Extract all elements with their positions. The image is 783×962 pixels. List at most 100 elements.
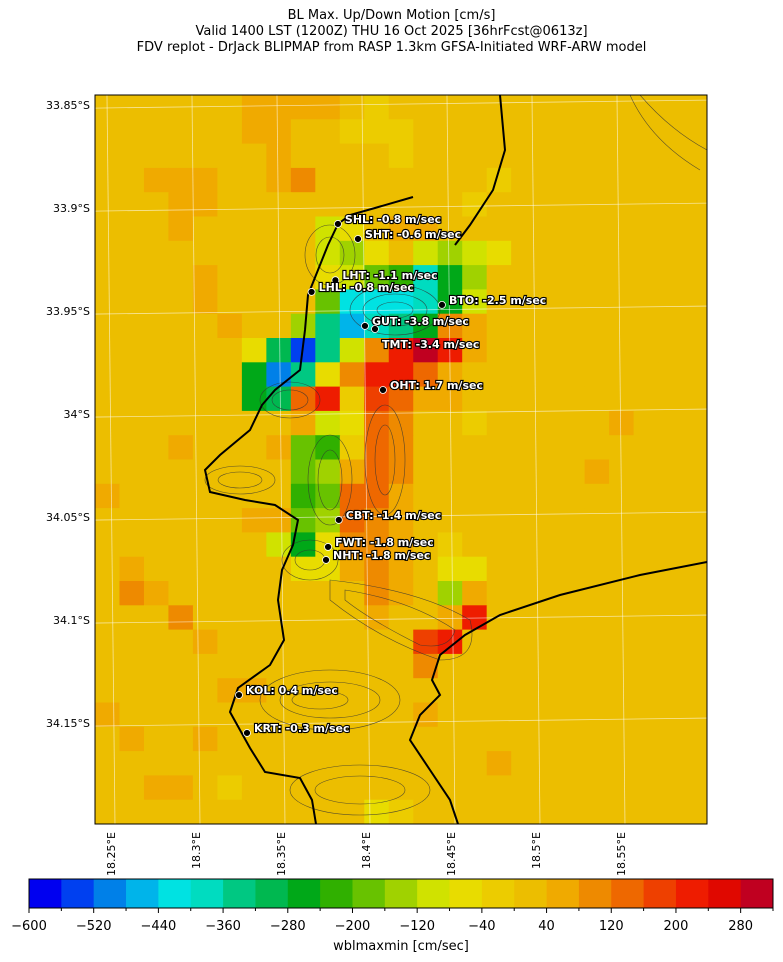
heatmap-cell <box>217 410 243 436</box>
heatmap-cell <box>339 240 365 266</box>
heatmap-cell <box>413 362 439 388</box>
lon-tick-label: 18.55°E <box>615 832 628 876</box>
heatmap-cell <box>584 653 610 679</box>
heatmap-cell <box>95 483 120 509</box>
heatmap-cell <box>413 240 439 266</box>
heatmap-cell <box>682 556 707 582</box>
heatmap-cell <box>462 799 488 824</box>
heatmap-cell <box>192 775 218 801</box>
heatmap-cell <box>511 313 537 339</box>
heatmap-cell <box>290 240 316 266</box>
heatmap-cell <box>168 532 194 558</box>
heatmap-cell <box>658 726 684 752</box>
heatmap-cell <box>609 313 635 339</box>
heatmap-cell <box>682 240 707 266</box>
heatmap-cell <box>486 532 512 558</box>
heatmap-cell <box>143 653 169 679</box>
heatmap-cell <box>364 799 390 824</box>
heatmap-cell <box>119 483 145 509</box>
heatmap-cell <box>192 629 218 655</box>
heatmap-cell <box>388 143 414 169</box>
heatmap-cell <box>560 338 586 363</box>
heatmap-cell <box>290 386 316 412</box>
heatmap-cell <box>584 483 610 509</box>
heatmap-cell <box>560 775 586 801</box>
heatmap-cell <box>511 143 537 169</box>
heatmap-cell <box>633 702 659 728</box>
heatmap-cell <box>584 265 610 290</box>
heatmap-cell <box>633 119 659 145</box>
heatmap-cell <box>315 435 341 460</box>
heatmap-cell <box>535 240 561 266</box>
heatmap-cell <box>462 167 488 193</box>
lon-tick-label: 18.3°E <box>190 832 203 869</box>
heatmap-cell <box>192 702 218 728</box>
heatmap-cell <box>315 410 341 436</box>
heatmap-cell <box>315 119 341 145</box>
heatmap-cell <box>217 751 243 776</box>
heatmap-cell <box>560 313 586 339</box>
colorbar-bin <box>384 879 418 908</box>
heatmap-cell <box>633 410 659 436</box>
heatmap-cell <box>609 726 635 752</box>
heatmap-cell <box>560 119 586 145</box>
heatmap-cell <box>633 265 659 290</box>
heatmap-cell <box>364 751 390 776</box>
heatmap-cell <box>584 143 610 169</box>
heatmap-cell <box>266 775 292 801</box>
heatmap-cell <box>241 653 267 679</box>
heatmap-cell <box>143 435 169 460</box>
heatmap-cells <box>95 95 707 824</box>
heatmap-cell <box>364 775 390 801</box>
heatmap-cell <box>486 702 512 728</box>
heatmap-cell <box>168 459 194 485</box>
heatmap-cell <box>364 240 390 266</box>
heatmap-cell <box>609 775 635 801</box>
heatmap-cell <box>143 751 169 776</box>
heatmap-cell <box>560 556 586 582</box>
heatmap-cell <box>609 605 635 631</box>
station-oht: OHT: 1.7 m/sec <box>379 378 484 394</box>
heatmap-cell <box>413 289 439 315</box>
heatmap-cell <box>241 265 267 290</box>
heatmap-cell <box>682 581 707 606</box>
heatmap-cell <box>290 410 316 436</box>
heatmap-cell <box>584 313 610 339</box>
heatmap-cell <box>315 313 341 339</box>
heatmap-cell <box>119 678 145 703</box>
heatmap-cell <box>609 95 635 120</box>
heatmap-cell <box>95 678 120 703</box>
heatmap-cell <box>413 167 439 193</box>
heatmap-cell <box>364 362 390 388</box>
heatmap-cell <box>241 119 267 145</box>
lat-tick-label: 33.95°S <box>46 305 90 318</box>
colorbar-bin <box>514 879 547 908</box>
heatmap-cell <box>560 95 586 120</box>
heatmap-cell <box>143 338 169 363</box>
heatmap-cell <box>511 799 537 824</box>
heatmap-cell <box>560 702 586 728</box>
heatmap-cell <box>462 240 488 266</box>
heatmap-cell <box>633 435 659 460</box>
heatmap-cell <box>413 95 439 120</box>
lon-tick-label: 18.45°E <box>445 832 458 876</box>
heatmap-cell <box>511 386 537 412</box>
station-dot <box>371 325 379 333</box>
heatmap-cell <box>437 459 463 485</box>
heatmap-cell <box>413 799 439 824</box>
heatmap-cell <box>609 216 635 242</box>
heatmap-cell <box>119 240 145 266</box>
lon-tick-label: 18.4°E <box>360 832 373 869</box>
heatmap-cell <box>192 581 218 606</box>
heatmap-cell <box>241 581 267 606</box>
colorbar-bin <box>449 879 483 908</box>
heatmap-cell <box>95 265 120 290</box>
heatmap-cell <box>119 265 145 290</box>
station-dot <box>235 691 243 699</box>
heatmap-cell <box>535 653 561 679</box>
heatmap-cell <box>584 119 610 145</box>
heatmap-cell <box>364 508 390 533</box>
station-dot <box>334 220 342 228</box>
colorbar-bin <box>546 879 580 908</box>
heatmap-cell <box>682 629 707 655</box>
